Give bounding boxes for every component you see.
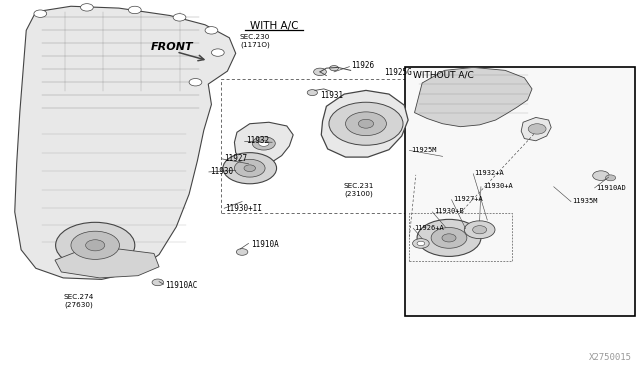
Circle shape <box>465 221 495 238</box>
Circle shape <box>34 10 47 17</box>
Polygon shape <box>415 67 532 127</box>
Circle shape <box>211 49 224 56</box>
Text: 11926: 11926 <box>351 61 374 70</box>
Text: 11910AC: 11910AC <box>166 281 198 290</box>
Text: 11931: 11931 <box>320 91 343 100</box>
Circle shape <box>152 279 164 286</box>
Circle shape <box>189 78 202 86</box>
Circle shape <box>56 222 135 268</box>
Polygon shape <box>15 6 236 279</box>
Circle shape <box>442 234 456 242</box>
Text: 11910AD: 11910AD <box>596 185 626 191</box>
Polygon shape <box>234 122 293 164</box>
Text: 11935M: 11935M <box>572 198 598 204</box>
Text: 11932: 11932 <box>246 136 269 145</box>
Circle shape <box>307 90 317 96</box>
Text: 11925G: 11925G <box>384 68 412 77</box>
Polygon shape <box>321 90 408 157</box>
Circle shape <box>358 119 374 128</box>
Circle shape <box>86 240 105 251</box>
Circle shape <box>244 165 255 171</box>
Circle shape <box>223 153 276 184</box>
Circle shape <box>71 231 120 259</box>
Text: 11910A: 11910A <box>251 240 279 249</box>
Text: 11932+A: 11932+A <box>474 170 504 176</box>
Polygon shape <box>521 118 551 141</box>
Circle shape <box>252 137 275 150</box>
Text: 11930+II: 11930+II <box>225 205 262 214</box>
Circle shape <box>431 228 467 248</box>
Bar <box>405 67 635 317</box>
Circle shape <box>329 102 403 145</box>
Circle shape <box>472 226 486 234</box>
Circle shape <box>417 219 481 256</box>
Text: 11925M: 11925M <box>412 147 437 153</box>
Polygon shape <box>55 249 159 278</box>
Circle shape <box>593 171 609 180</box>
Circle shape <box>528 124 546 134</box>
Circle shape <box>314 68 326 76</box>
Circle shape <box>346 112 387 136</box>
Text: 11930+A: 11930+A <box>483 183 513 189</box>
Circle shape <box>129 6 141 14</box>
Text: 11927+A: 11927+A <box>453 196 483 202</box>
Circle shape <box>81 4 93 11</box>
Circle shape <box>236 248 248 255</box>
Circle shape <box>417 241 425 246</box>
Text: SEC.231
(23100): SEC.231 (23100) <box>343 183 374 197</box>
Text: 11926+A: 11926+A <box>415 225 444 231</box>
Text: 11930+B: 11930+B <box>434 208 463 214</box>
Circle shape <box>259 140 269 146</box>
Text: 11927: 11927 <box>224 154 247 163</box>
Text: FRONT: FRONT <box>150 42 193 52</box>
Circle shape <box>413 238 429 248</box>
Circle shape <box>234 159 265 177</box>
Text: X2750015: X2750015 <box>589 353 632 362</box>
Circle shape <box>205 27 218 34</box>
Circle shape <box>173 14 186 21</box>
Text: SEC.274
(27630): SEC.274 (27630) <box>63 294 94 308</box>
Text: WITH A/C: WITH A/C <box>250 21 298 31</box>
Circle shape <box>605 175 616 181</box>
Text: SEC.230
(1171O): SEC.230 (1171O) <box>239 34 270 48</box>
Text: WITHOUT A/C: WITHOUT A/C <box>413 70 474 79</box>
Circle shape <box>330 65 339 71</box>
Text: 11930: 11930 <box>210 167 234 176</box>
